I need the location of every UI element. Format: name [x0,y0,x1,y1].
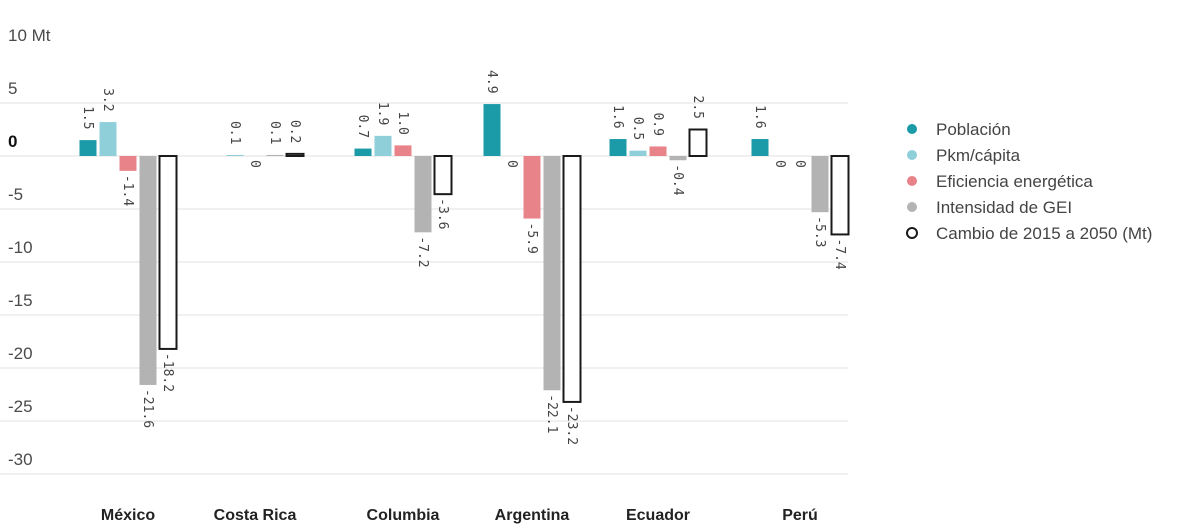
legend-swatch [907,202,917,212]
y-tick-label: 10 Mt [8,26,51,45]
bar-eficiencia-energ-tica-3 [523,156,541,219]
bar-poblaci-n-2 [354,148,372,156]
y-tick-label: -25 [8,397,33,416]
bar-poblaci-n-0 [79,140,97,156]
data-label: 0.1 [267,121,282,144]
bar-pkm-c-pita-2 [374,135,392,156]
bar-eficiencia-energ-tica-2 [394,145,412,156]
bar-cambio-de-2015-a-2050-mt--4 [688,128,708,157]
data-label: 1.9 [375,102,390,125]
bar-cambio-de-2015-a-2050-mt--3 [562,155,582,403]
data-label: 1.6 [752,105,767,128]
y-tick-label: -30 [8,450,33,469]
legend: Población Pkm/cápita Eficiencia energética… [906,120,1152,243]
legend-label: Pkm/cápita [936,146,1021,165]
data-label: 0.9 [650,112,665,135]
y-tick-label: -15 [8,291,33,310]
data-label: -5.3 [812,216,827,247]
x-category-label: Ecuador [626,507,690,524]
data-label: 1.6 [610,105,625,128]
bar-intensidad-de-gei-4 [669,156,687,161]
data-label: -7.4 [832,238,847,269]
legend-swatch [907,176,917,186]
bar-pkm-c-pita-4 [629,150,647,156]
bar-cambio-de-2015-a-2050-mt--0 [158,155,178,350]
bar-eficiencia-energ-tica-4 [649,146,667,156]
bar-intensidad-de-gei-0 [139,156,157,385]
x-axis: México Costa Rica Columbia Argentina Ecuador… [101,507,818,524]
bar-intensidad-de-gei-2 [414,156,432,233]
data-labels-layer: 1.5 3.2 -1.4 -21.6 -18.2 0.1 0 0.1 0.2 0.7 1.9 1.0 -… [80,70,847,445]
data-label: 0 [504,160,519,168]
x-category-label: México [101,507,155,524]
data-label: -5.9 [524,223,539,254]
data-label: 3.2 [100,88,115,111]
data-label: 0 [792,160,807,168]
bars-layer [79,104,850,403]
bar-intensidad-de-gei-3 [543,156,561,391]
data-label: -18.2 [160,353,175,392]
data-label: -3.6 [435,198,450,229]
bar-pkm-c-pita-1 [226,154,244,156]
data-label: 0.2 [287,120,302,143]
bar-intensidad-de-gei-1 [266,154,284,156]
data-label: 1.0 [395,111,410,134]
bar-poblaci-n-3 [483,104,501,156]
y-tick-label: -20 [8,344,33,363]
legend-label: Intensidad de GEI [936,198,1072,217]
y-tick-label: 0 [8,132,17,151]
data-label: 2.5 [690,96,705,119]
data-label: 1.5 [80,106,95,129]
y-axis: 10 Mt 5 0 -5 -10 -15 -20 -25 -30 [8,26,51,469]
data-label: -23.2 [564,406,579,445]
x-category-label: Columbia [367,507,440,524]
legend-swatch [906,227,918,239]
bar-pkm-c-pita-0 [99,122,117,156]
data-label: -7.2 [415,236,430,267]
data-label: -22.1 [544,394,559,433]
legend-swatch [907,150,917,160]
bar-poblaci-n-4 [609,139,627,156]
bar-intensidad-de-gei-5 [811,156,829,213]
legend-label: Eficiencia energética [936,172,1093,191]
bar-cambio-de-2015-a-2050-mt--1 [285,152,305,158]
y-tick-label: 5 [8,79,17,98]
y-tick-label: -5 [8,185,23,204]
legend-label: Cambio de 2015 a 2050 (Mt) [936,224,1152,243]
x-category-label: Perú [782,507,818,524]
data-label: -21.6 [140,389,155,428]
data-label: -1.4 [120,175,135,206]
bar-cambio-de-2015-a-2050-mt--2 [433,155,453,196]
data-label: 0.7 [355,115,370,138]
bar-eficiencia-energ-tica-0 [119,156,137,171]
data-label: 0 [247,160,262,168]
data-label: 0.5 [630,117,645,140]
bar-cambio-de-2015-a-2050-mt--5 [830,155,850,236]
data-label: -0.4 [670,164,685,195]
y-tick-label: -10 [8,238,33,257]
legend-swatch [907,124,917,134]
x-category-label: Costa Rica [214,507,297,524]
data-label: 0 [772,160,787,168]
bar-poblaci-n-5 [751,139,769,156]
legend-label: Población [936,120,1011,139]
data-label: 4.9 [484,70,499,93]
x-category-label: Argentina [495,507,570,524]
data-label: 0.1 [227,121,242,144]
